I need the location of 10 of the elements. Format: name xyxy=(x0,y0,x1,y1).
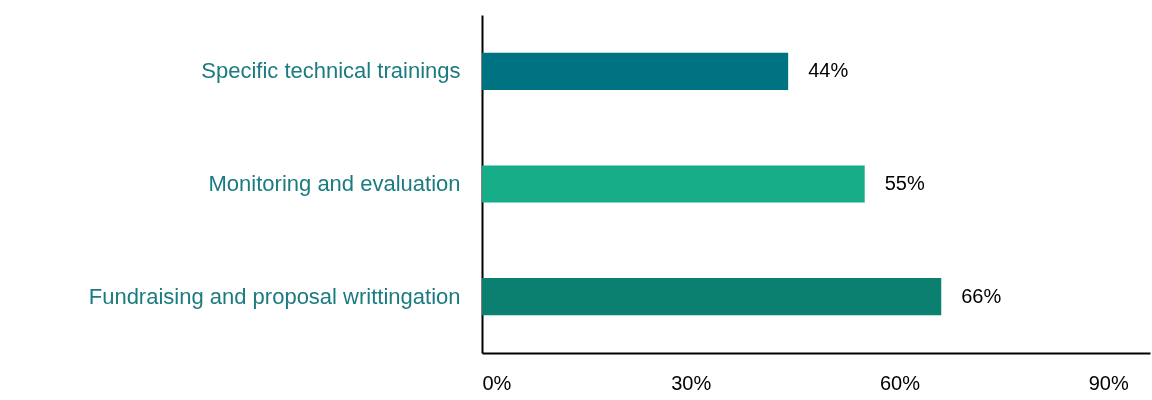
x-tick-label: 60% xyxy=(879,371,921,394)
data-label: 66% xyxy=(961,284,1002,307)
data-label: 44% xyxy=(808,59,849,82)
x-tick-label: 0% xyxy=(482,371,512,394)
x-tick-label: 90% xyxy=(1088,371,1129,394)
y-tick-label: Fundraising and proposal writtingation xyxy=(88,283,461,309)
y-tick-label: Specific technical trainings xyxy=(201,58,461,84)
x-tick-label: 30% xyxy=(671,371,712,394)
data-label: 55% xyxy=(884,172,925,194)
y-tick-label: Monitoring and evaluation xyxy=(208,171,461,196)
